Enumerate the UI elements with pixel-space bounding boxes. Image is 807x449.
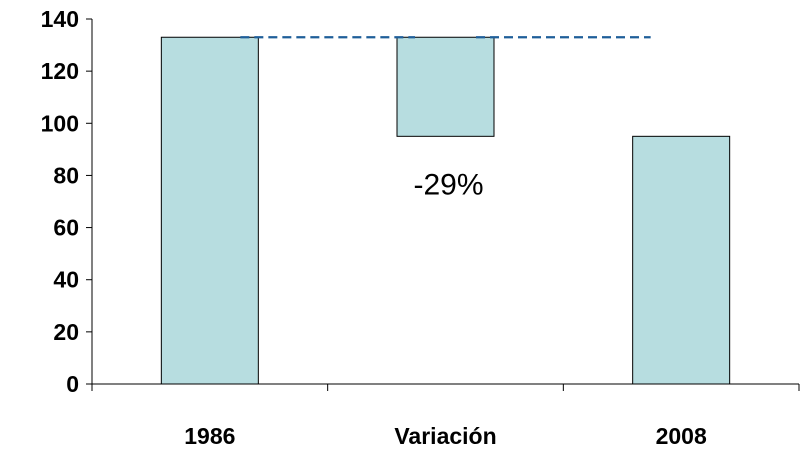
- category-label: 1986: [184, 423, 235, 449]
- y-tick-label: 100: [41, 110, 79, 136]
- y-tick-label: 140: [41, 6, 79, 32]
- y-tick-label: 80: [53, 162, 79, 188]
- y-tick-labels: 0 20 40 60 80 100 120 140: [41, 6, 79, 397]
- y-tick-label: 120: [41, 58, 79, 84]
- variation-percent-annotation: -29%: [413, 168, 483, 201]
- category-label: 2008: [656, 423, 707, 449]
- bar-2008: [632, 135, 731, 385]
- y-tick-label: 60: [53, 215, 79, 241]
- bars: [160, 36, 731, 385]
- bar-variación: [396, 36, 495, 137]
- category-labels: 1986 Variación 2008: [184, 423, 707, 449]
- y-tick-label: 40: [53, 267, 79, 293]
- category-label: Variación: [394, 423, 496, 449]
- y-tick-label: 20: [53, 319, 79, 345]
- bar-1986: [160, 36, 259, 385]
- y-tick-label: 0: [66, 371, 79, 397]
